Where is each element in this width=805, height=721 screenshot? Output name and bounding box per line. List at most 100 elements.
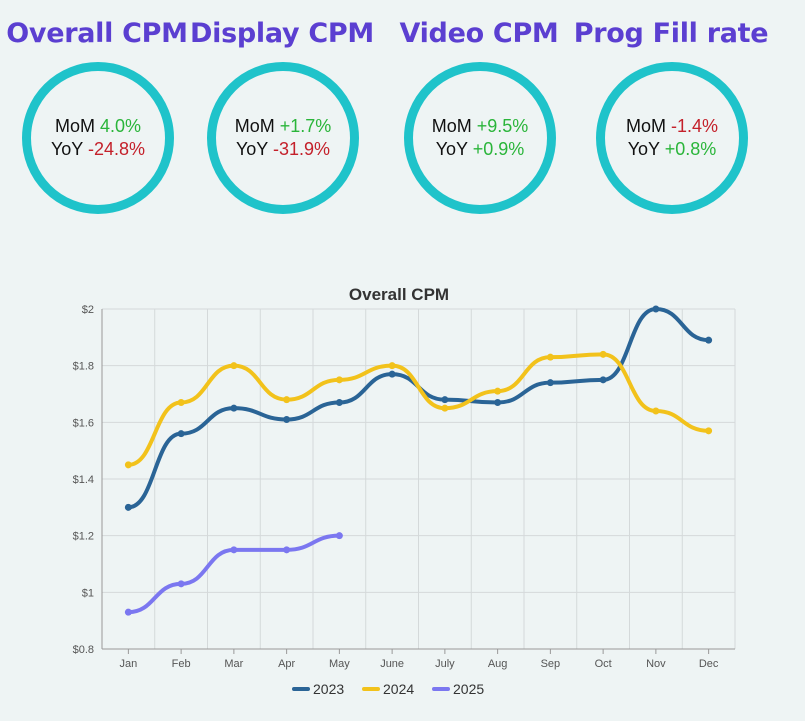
yoy-value: +0.9%	[472, 139, 525, 159]
data-point	[705, 427, 713, 435]
x-tick-label: Nov	[646, 658, 666, 670]
kpi-row: Overall CPM MoM 4.0% YoY -24.8% Display …	[0, 0, 805, 230]
mom-value: 4.0%	[99, 116, 142, 136]
y-tick-label: $1.6	[73, 417, 94, 429]
data-point	[335, 399, 343, 406]
y-tick-label: $1.4	[73, 474, 94, 486]
data-point	[546, 353, 554, 361]
x-tick-label: Feb	[172, 658, 191, 670]
data-point	[494, 387, 502, 395]
x-tick-label: Sep	[541, 658, 561, 670]
x-tick-label: Apr	[278, 658, 295, 670]
kpi-ring: MoM 4.0% YoY -24.8%	[22, 62, 174, 214]
x-tick-label: June	[380, 658, 404, 670]
x-tick-label: Aug	[488, 658, 508, 670]
x-tick-label: July	[435, 658, 455, 670]
yoy-line: YoY +0.9%	[436, 138, 525, 161]
data-point	[441, 396, 449, 404]
kpi-ring: MoM +9.5% YoY +0.9%	[404, 62, 556, 214]
y-tick-label: $1.8	[73, 361, 94, 373]
data-point	[283, 416, 291, 423]
data-point	[230, 362, 238, 370]
data-point	[177, 430, 185, 438]
y-tick-label: $1.2	[73, 531, 94, 543]
yoy-value: -24.8%	[88, 139, 146, 159]
kpi-title: Video CPM	[399, 18, 559, 49]
data-point	[230, 546, 238, 554]
kpi-title: Overall CPM	[6, 18, 188, 49]
series-line-2024	[126, 352, 711, 467]
data-point	[441, 404, 449, 412]
yoy-line: YoY -31.9%	[236, 138, 330, 161]
legend-label: 2025	[453, 681, 484, 697]
chart-title: Overall CPM	[349, 285, 449, 304]
data-point	[283, 396, 291, 404]
mom-line: MoM +1.7%	[235, 115, 332, 138]
data-point	[283, 546, 291, 554]
series-2025	[124, 532, 343, 616]
kpi-title: Prog Fill rate	[573, 18, 769, 49]
x-tick-label: Jan	[120, 658, 138, 670]
series-group	[124, 305, 713, 616]
yoy-label: YoY	[235, 139, 268, 159]
legend-item-2024[interactable]: 2024	[362, 681, 414, 697]
kpi-ring: MoM +1.7% YoY -31.9%	[207, 62, 359, 214]
line-chart: Overall CPM $0.8 $1 $1.2 $1.4 $1.6 $1.8 $2 Jan F…	[73, 285, 736, 697]
series-line-2025	[126, 533, 342, 615]
series-2024	[124, 350, 713, 469]
kpi-card: Video CPM MoM +9.5% YoY +0.9%	[381, 0, 577, 230]
grid	[101, 308, 736, 650]
yoy-line: YoY -24.8%	[51, 138, 145, 161]
kpi-card: Display CPM MoM +1.7% YoY -31.9%	[184, 0, 380, 230]
data-point	[705, 336, 713, 344]
y-tick-label: $1	[82, 587, 94, 599]
yoy-value: +0.8%	[664, 139, 717, 159]
data-point	[599, 376, 607, 384]
x-tick-label: Dec	[699, 658, 719, 670]
data-point	[652, 407, 660, 415]
mom-label: MoM	[54, 116, 95, 136]
data-point	[546, 379, 554, 387]
mom-line: MoM -1.4%	[626, 115, 718, 138]
yoy-label: YoY	[435, 139, 468, 159]
yoy-label: YoY	[50, 139, 83, 159]
legend[interactable]: 2023 2024 2025	[292, 681, 484, 697]
legend-label: 2023	[313, 681, 344, 697]
x-tick-label: Mar	[224, 658, 243, 670]
yoy-line: YoY +0.8%	[628, 138, 717, 161]
y-tick-label: $0.8	[73, 644, 94, 656]
axes: $0.8 $1 $1.2 $1.4 $1.6 $1.8 $2 Jan Feb Mar Apr May J…	[73, 304, 735, 670]
mom-line: MoM 4.0%	[55, 115, 141, 138]
data-point	[177, 580, 185, 588]
data-point	[124, 503, 132, 511]
legend-label: 2024	[383, 681, 414, 697]
legend-item-2023[interactable]: 2023	[292, 681, 344, 697]
data-point	[388, 370, 396, 378]
yoy-value: -31.9%	[273, 139, 331, 159]
data-point	[388, 362, 396, 370]
mom-label: MoM	[431, 116, 472, 136]
kpi-card: Overall CPM MoM 4.0% YoY -24.8%	[0, 0, 195, 230]
data-point	[494, 399, 502, 406]
legend-item-2025[interactable]: 2025	[432, 681, 484, 697]
data-point	[335, 532, 343, 540]
data-point	[124, 608, 132, 616]
mom-label: MoM	[234, 116, 275, 136]
y-tick-label: $2	[82, 304, 94, 316]
mom-label: MoM	[625, 116, 666, 136]
kpi-ring: MoM -1.4% YoY +0.8%	[596, 62, 748, 214]
mom-value: +9.5%	[476, 116, 529, 136]
data-point	[335, 376, 343, 384]
data-point	[652, 305, 660, 313]
mom-value: +1.7%	[279, 116, 332, 136]
mom-value: -1.4%	[670, 116, 719, 136]
overall-cpm-chart: Overall CPM $0.8 $1 $1.2 $1.4 $1.6 $1.8 $2 Jan F…	[0, 270, 805, 716]
data-point	[599, 350, 607, 358]
data-point	[177, 399, 185, 406]
yoy-label: YoY	[627, 139, 660, 159]
data-point	[230, 404, 238, 412]
data-point	[124, 461, 132, 469]
kpi-card: Prog Fill rate MoM -1.4% YoY +0.8%	[573, 0, 769, 230]
x-tick-label: May	[329, 658, 350, 670]
mom-line: MoM +9.5%	[432, 115, 529, 138]
